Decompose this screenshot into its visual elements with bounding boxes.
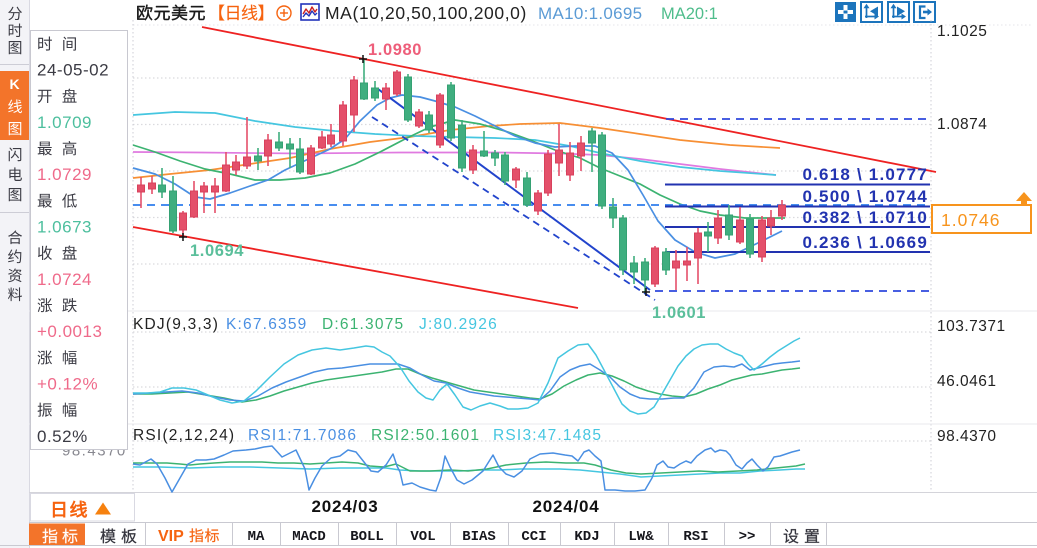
svg-text:0.236 \ 1.0669: 0.236 \ 1.0669 xyxy=(802,233,928,252)
svg-text:98.4370: 98.4370 xyxy=(937,428,997,445)
svg-text:1.0874: 1.0874 xyxy=(937,116,987,133)
svg-text:VOL: VOL xyxy=(410,529,435,545)
svg-text:RSI1:71.7086: RSI1:71.7086 xyxy=(248,427,357,444)
svg-text:+0.12%: +0.12% xyxy=(37,374,98,393)
svg-text:J:80.2926: J:80.2926 xyxy=(419,316,498,333)
svg-text:0.382 \ 1.0710: 0.382 \ 1.0710 xyxy=(802,208,928,227)
svg-text:RSI3:47.1485: RSI3:47.1485 xyxy=(493,427,602,444)
svg-text:MACD: MACD xyxy=(292,529,326,545)
svg-text:46.0461: 46.0461 xyxy=(937,373,997,390)
svg-text:1.0724: 1.0724 xyxy=(37,270,92,289)
svg-text:BOLL: BOLL xyxy=(350,529,384,545)
svg-text:1.0746: 1.0746 xyxy=(941,210,1001,230)
svg-text:KDJ(9,3,3): KDJ(9,3,3) xyxy=(133,316,219,333)
svg-text:RSI2:50.1601: RSI2:50.1601 xyxy=(371,427,480,444)
svg-text:LW&: LW& xyxy=(628,529,654,545)
svg-text:+0.0013: +0.0013 xyxy=(37,322,102,341)
svg-text:KDJ: KDJ xyxy=(574,529,599,545)
svg-text:0.52%: 0.52% xyxy=(37,427,88,446)
svg-text:0.618 \ 1.0777: 0.618 \ 1.0777 xyxy=(802,165,928,184)
svg-text:MA20:1: MA20:1 xyxy=(661,5,718,23)
svg-text:MA: MA xyxy=(248,529,265,545)
svg-text:D:61.3075: D:61.3075 xyxy=(322,316,404,333)
svg-text:1.0729: 1.0729 xyxy=(37,165,92,184)
svg-text:1.0980: 1.0980 xyxy=(368,41,422,59)
svg-text:MA10:1.0695: MA10:1.0695 xyxy=(538,4,642,23)
svg-text:>>: >> xyxy=(739,529,756,545)
svg-text:BIAS: BIAS xyxy=(462,529,496,545)
svg-text:2024/03: 2024/03 xyxy=(311,497,378,516)
svg-text:2024/04: 2024/04 xyxy=(532,497,599,516)
svg-text:1.0601: 1.0601 xyxy=(652,304,706,322)
svg-text:1.1025: 1.1025 xyxy=(937,23,987,40)
svg-text:RSI(2,12,24): RSI(2,12,24) xyxy=(133,427,235,444)
svg-text:1.0694: 1.0694 xyxy=(190,242,244,260)
svg-text:RSI: RSI xyxy=(683,529,708,545)
svg-text:MA(10,20,50,100,200,0): MA(10,20,50,100,200,0) xyxy=(325,3,527,23)
svg-text:0.500 \ 1.0744: 0.500 \ 1.0744 xyxy=(802,187,928,206)
svg-text:K: K xyxy=(9,76,19,92)
svg-text:1.0673: 1.0673 xyxy=(37,218,92,237)
svg-text:CCI: CCI xyxy=(521,529,546,545)
svg-text:1.0709: 1.0709 xyxy=(37,113,92,132)
svg-text:VIP: VIP xyxy=(158,528,184,545)
svg-text:103.7371: 103.7371 xyxy=(937,318,1006,335)
svg-text:K:67.6359: K:67.6359 xyxy=(226,316,307,333)
svg-text:24-05-02: 24-05-02 xyxy=(37,61,109,80)
